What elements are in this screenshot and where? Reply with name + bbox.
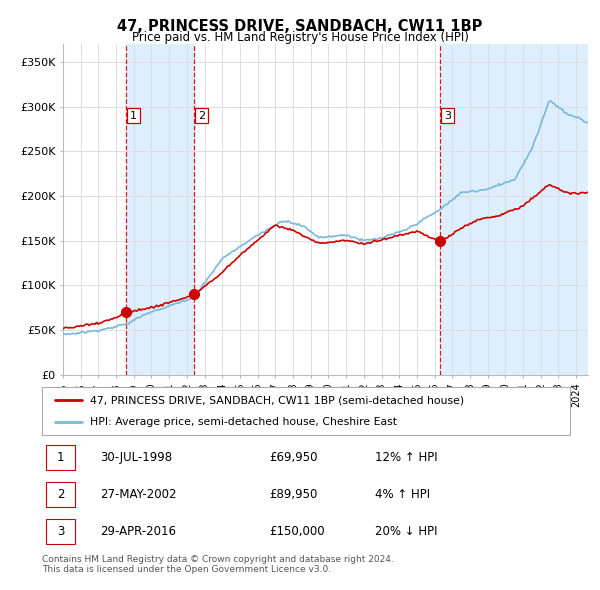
Text: 47, PRINCESS DRIVE, SANDBACH, CW11 1BP: 47, PRINCESS DRIVE, SANDBACH, CW11 1BP: [118, 19, 482, 34]
Text: 30-JUL-1998: 30-JUL-1998: [100, 451, 172, 464]
Text: 1: 1: [57, 451, 64, 464]
Text: 29-APR-2016: 29-APR-2016: [100, 525, 176, 538]
Text: 2: 2: [57, 488, 64, 501]
Bar: [46, 482, 75, 507]
Text: HPI: Average price, semi-detached house, Cheshire East: HPI: Average price, semi-detached house,…: [89, 417, 397, 427]
Text: £89,950: £89,950: [269, 488, 317, 501]
Text: 2: 2: [197, 111, 205, 121]
Text: 3: 3: [57, 525, 64, 538]
Bar: [440, 44, 588, 375]
Bar: [46, 445, 75, 470]
Text: 20% ↓ HPI: 20% ↓ HPI: [374, 525, 437, 538]
Text: Contains HM Land Registry data © Crown copyright and database right 2024.
This d: Contains HM Land Registry data © Crown c…: [42, 555, 394, 574]
Text: £69,950: £69,950: [269, 451, 317, 464]
Text: Price paid vs. HM Land Registry's House Price Index (HPI): Price paid vs. HM Land Registry's House …: [131, 31, 469, 44]
Bar: [46, 519, 75, 544]
Text: 4% ↑ HPI: 4% ↑ HPI: [374, 488, 430, 501]
Text: 47, PRINCESS DRIVE, SANDBACH, CW11 1BP (semi-detached house): 47, PRINCESS DRIVE, SANDBACH, CW11 1BP (…: [89, 395, 464, 405]
Text: 1: 1: [130, 111, 137, 121]
Bar: [127, 44, 194, 375]
Text: 12% ↑ HPI: 12% ↑ HPI: [374, 451, 437, 464]
Text: 27-MAY-2002: 27-MAY-2002: [100, 488, 176, 501]
Text: £150,000: £150,000: [269, 525, 325, 538]
Text: 3: 3: [444, 111, 451, 121]
